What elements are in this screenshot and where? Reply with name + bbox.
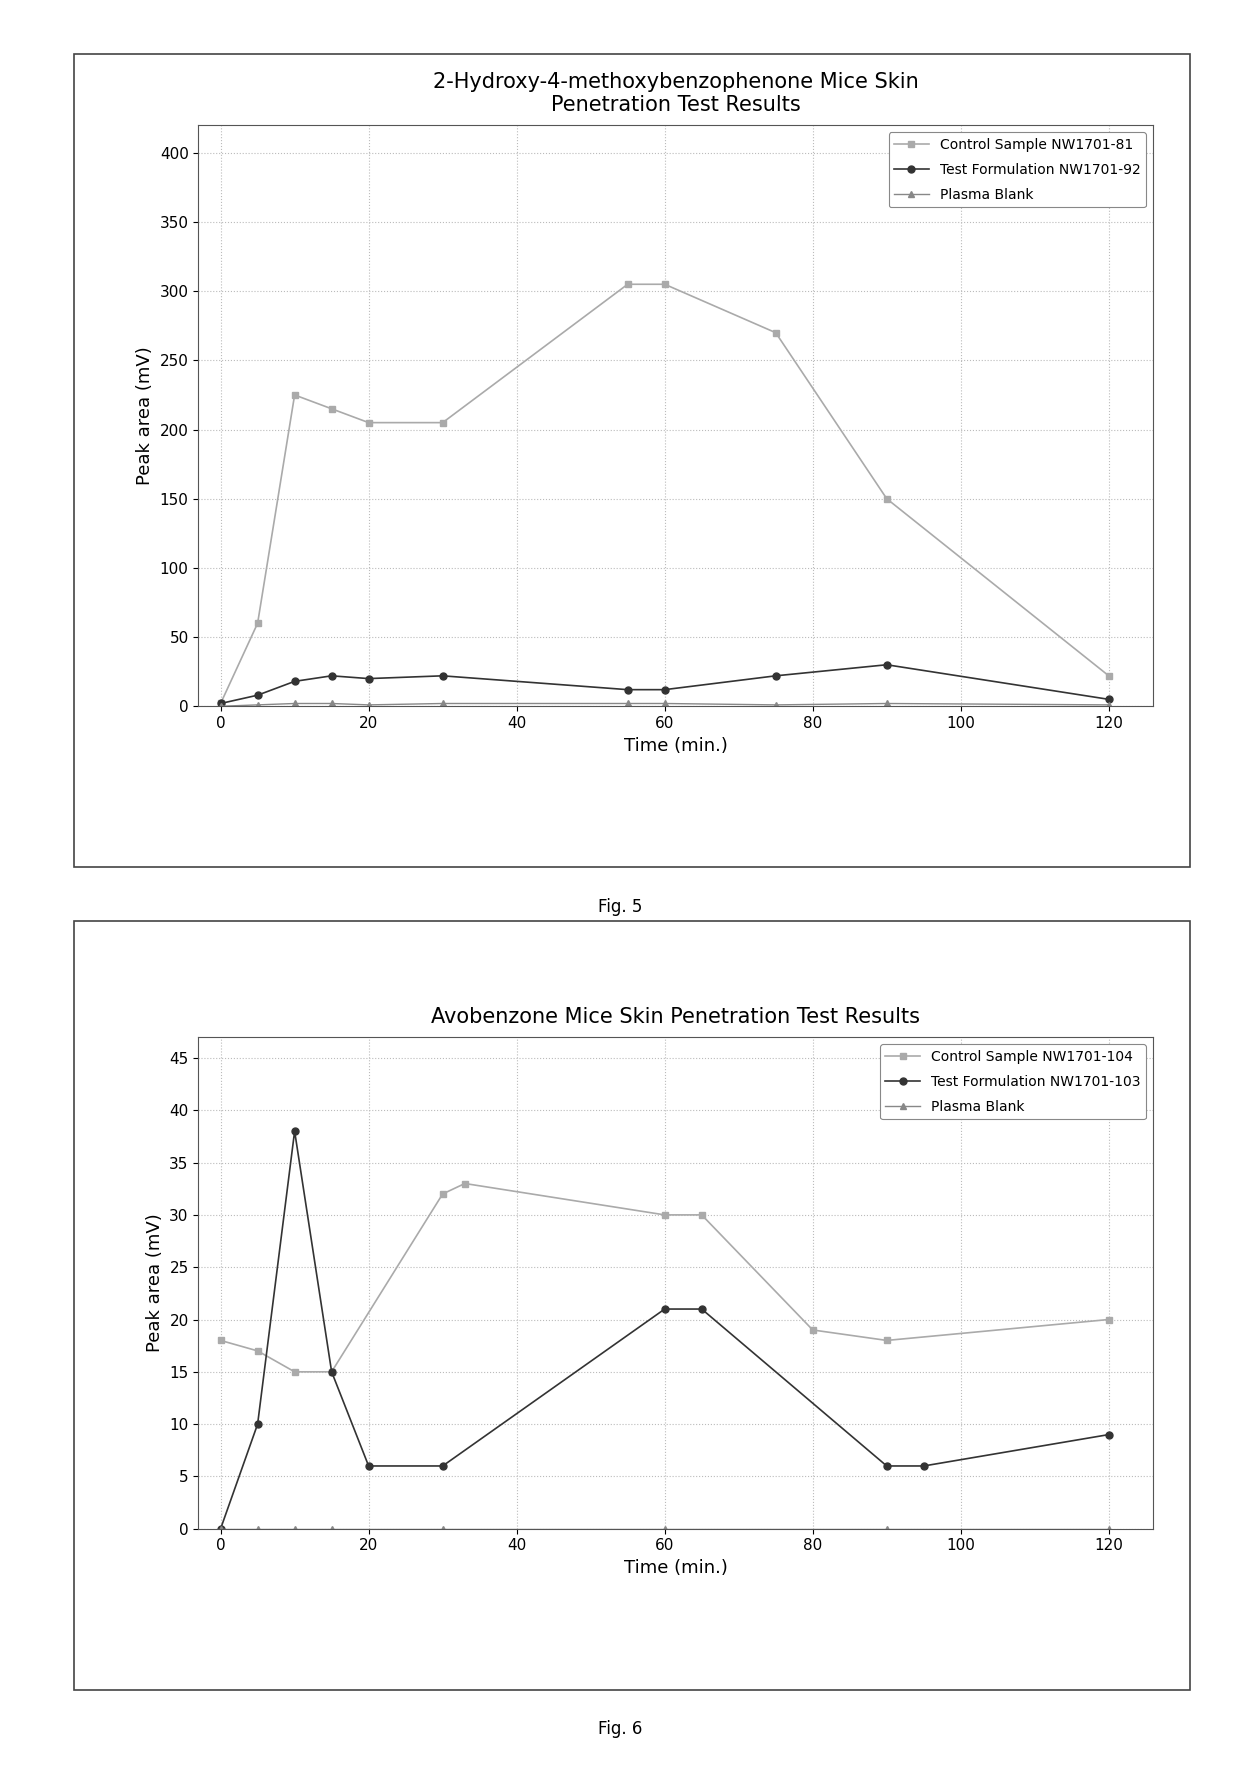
Line: Control Sample NW1701-104: Control Sample NW1701-104 [217,1180,1112,1375]
Plasma Blank [361,694,376,715]
Plasma Blank [324,1518,339,1539]
Control Sample NW1701-104 [694,1203,709,1225]
Test Formulation NW1701-92 [769,665,784,687]
Plasma Blank [657,1518,672,1539]
Title: Avobenzone Mice Skin Penetration Test Results: Avobenzone Mice Skin Penetration Test Re… [432,1007,920,1026]
Y-axis label: Peak area (mV): Peak area (mV) [136,347,154,485]
Test Formulation NW1701-92 [250,685,265,706]
Control Sample NW1701-81 [288,384,303,406]
Test Formulation NW1701-92 [435,665,450,687]
Test Formulation NW1701-103 [435,1455,450,1477]
Plasma Blank [657,692,672,713]
Line: Control Sample NW1701-81: Control Sample NW1701-81 [217,281,1112,706]
Plasma Blank [213,1518,228,1539]
Test Formulation NW1701-103 [324,1361,339,1382]
Test Formulation NW1701-92 [1101,688,1116,710]
Test Formulation NW1701-103 [361,1455,376,1477]
Control Sample NW1701-81 [250,613,265,635]
Line: Plasma Blank: Plasma Blank [217,701,1112,710]
Test Formulation NW1701-92 [213,692,228,713]
Test Formulation NW1701-103 [250,1413,265,1434]
Control Sample NW1701-81 [657,274,672,295]
Control Sample NW1701-104 [879,1330,894,1352]
Test Formulation NW1701-103 [694,1298,709,1320]
Plasma Blank [435,692,450,713]
Text: Fig. 5: Fig. 5 [598,898,642,915]
Line: Plasma Blank: Plasma Blank [217,1525,1112,1532]
Control Sample NW1701-104 [435,1184,450,1205]
Control Sample NW1701-81 [324,399,339,420]
Control Sample NW1701-104 [213,1330,228,1352]
Test Formulation NW1701-103 [657,1298,672,1320]
Title: 2-Hydroxy-4-methoxybenzophenone Mice Skin
Penetration Test Results: 2-Hydroxy-4-methoxybenzophenone Mice Ski… [433,72,919,114]
Y-axis label: Peak area (mV): Peak area (mV) [146,1214,164,1352]
Control Sample NW1701-81 [435,411,450,433]
Line: Test Formulation NW1701-103: Test Formulation NW1701-103 [217,1128,1112,1532]
Plasma Blank [324,692,339,713]
Test Formulation NW1701-103 [1101,1423,1116,1445]
Plasma Blank [1101,694,1116,715]
Test Formulation NW1701-92 [361,669,376,690]
Plasma Blank [769,694,784,715]
Plasma Blank [435,1518,450,1539]
Control Sample NW1701-104 [458,1173,472,1194]
Text: Fig. 6: Fig. 6 [598,1720,642,1738]
Control Sample NW1701-81 [1101,665,1116,687]
Plasma Blank [1101,1518,1116,1539]
Test Formulation NW1701-92 [288,670,303,692]
Plasma Blank [250,694,265,715]
Plasma Blank [288,1518,303,1539]
Plasma Blank [879,1518,894,1539]
Legend: Control Sample NW1701-81, Test Formulation NW1701-92, Plasma Blank: Control Sample NW1701-81, Test Formulati… [889,132,1146,207]
Plasma Blank [879,692,894,713]
Test Formulation NW1701-103 [879,1455,894,1477]
Legend: Control Sample NW1701-104, Test Formulation NW1701-103, Plasma Blank: Control Sample NW1701-104, Test Formulat… [880,1044,1146,1119]
Line: Test Formulation NW1701-92: Test Formulation NW1701-92 [217,662,1112,706]
Control Sample NW1701-81 [620,274,635,295]
Control Sample NW1701-104 [657,1203,672,1225]
X-axis label: Time (min.): Time (min.) [624,737,728,755]
Plasma Blank [250,1518,265,1539]
Control Sample NW1701-104 [250,1341,265,1362]
Test Formulation NW1701-92 [657,679,672,701]
Control Sample NW1701-81 [879,488,894,510]
Plasma Blank [620,692,635,713]
Test Formulation NW1701-103 [213,1518,228,1539]
Control Sample NW1701-104 [324,1361,339,1382]
Control Sample NW1701-104 [805,1320,820,1341]
Test Formulation NW1701-103 [916,1455,931,1477]
Control Sample NW1701-81 [769,322,784,343]
Plasma Blank [213,696,228,717]
X-axis label: Time (min.): Time (min.) [624,1559,728,1577]
Test Formulation NW1701-92 [324,665,339,687]
Test Formulation NW1701-103 [288,1121,303,1143]
Control Sample NW1701-104 [288,1361,303,1382]
Plasma Blank [288,692,303,713]
Test Formulation NW1701-92 [879,654,894,676]
Control Sample NW1701-104 [1101,1309,1116,1330]
Test Formulation NW1701-92 [620,679,635,701]
Control Sample NW1701-81 [361,411,376,433]
Control Sample NW1701-81 [213,692,228,713]
